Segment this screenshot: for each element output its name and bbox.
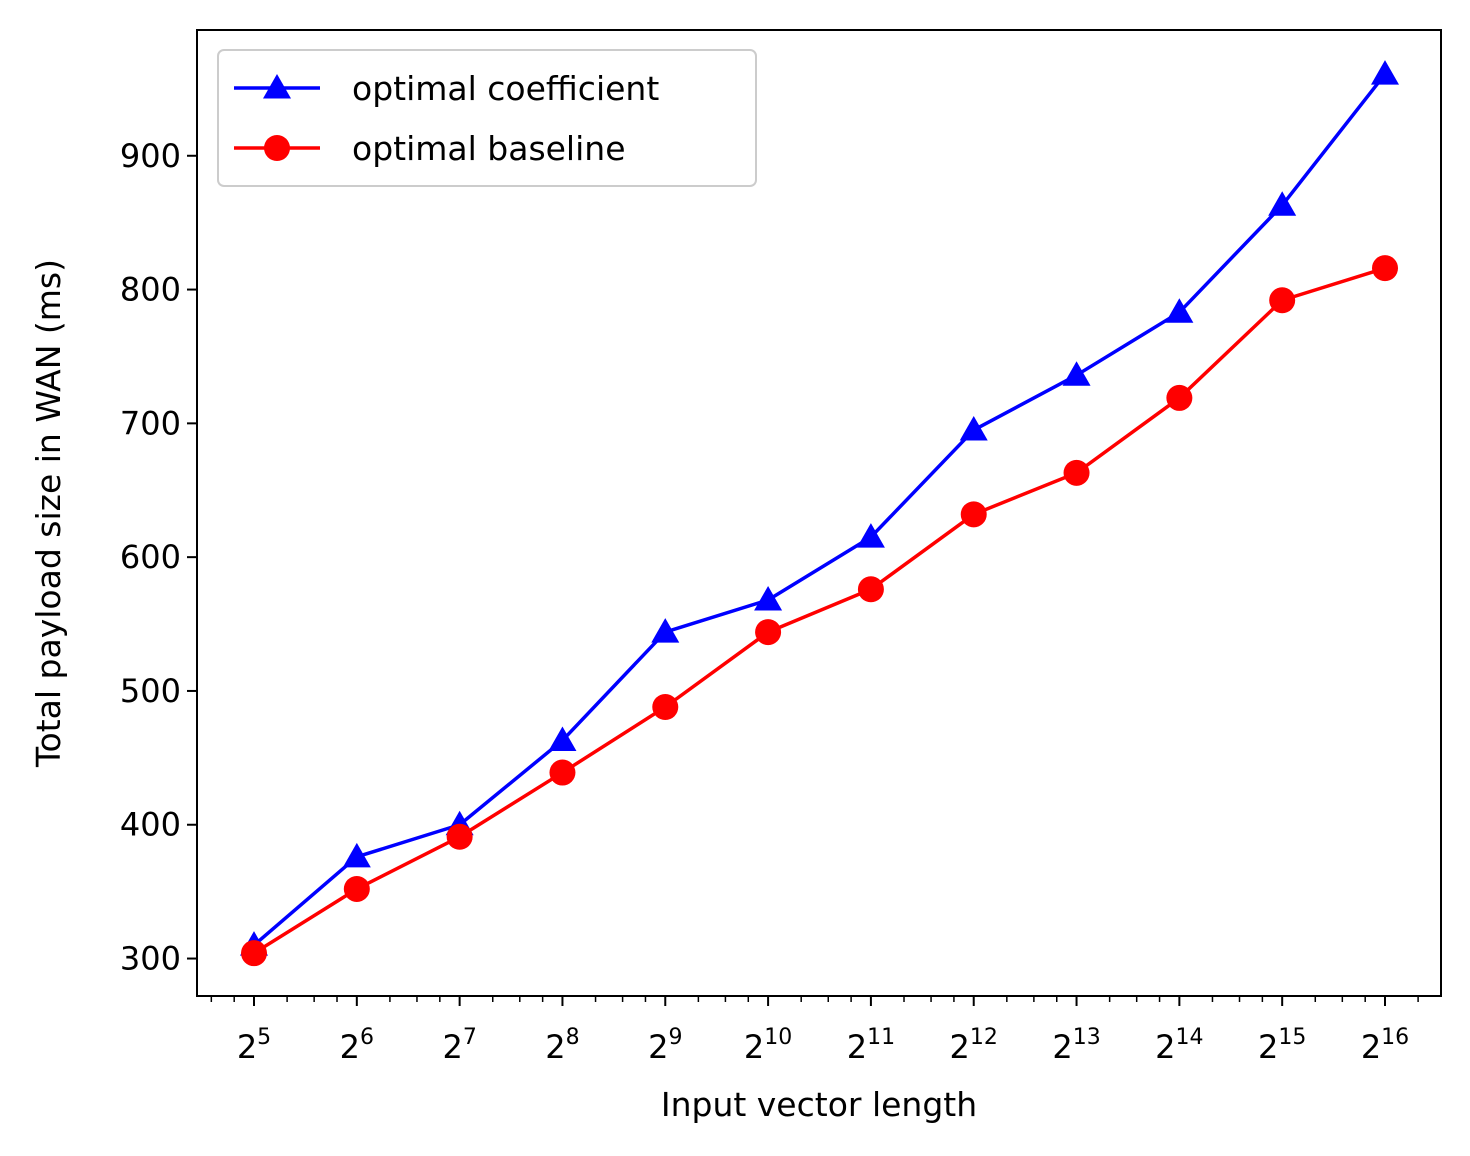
data-point	[342, 842, 371, 868]
x-tick-base: 2	[442, 1028, 462, 1066]
x-tick-base: 2	[744, 1028, 764, 1066]
series-1	[241, 255, 1398, 967]
series-layer	[240, 60, 1399, 967]
legend-label: optimal baseline	[352, 129, 626, 168]
data-point	[651, 618, 680, 643]
x-tick-exponent: 12	[970, 1025, 998, 1050]
data-point	[548, 726, 577, 751]
x-tick-label: 210	[744, 1025, 792, 1066]
legend: optimal coefficient optimal baseline	[217, 49, 757, 187]
series-0	[240, 60, 1399, 956]
x-tick-exponent: 14	[1176, 1025, 1204, 1050]
y-tick-label: 500	[120, 672, 181, 710]
data-point	[241, 940, 267, 967]
data-point	[959, 416, 988, 441]
x-tick-label: 216	[1361, 1025, 1409, 1066]
legend-item: optimal coefficient	[234, 69, 659, 108]
data-point	[754, 585, 783, 611]
data-point	[549, 759, 576, 786]
legend-box	[217, 49, 757, 187]
y-tick-label: 800	[120, 271, 181, 309]
x-tick-base: 2	[545, 1028, 565, 1066]
series-line	[253, 266, 1386, 955]
x-tick-base: 2	[340, 1028, 360, 1066]
x-axis-label: Input vector length	[661, 1085, 977, 1124]
x-tick-base: 2	[847, 1028, 867, 1066]
data-point	[1062, 361, 1091, 386]
x-tick-exponent: 11	[867, 1025, 895, 1050]
plot-frame	[196, 29, 1442, 997]
y-axis: 300 400 500 600 700 800 900	[120, 137, 197, 978]
x-tick-exponent: 10	[764, 1025, 792, 1050]
data-point	[446, 823, 473, 850]
x-tick-exponent: 7	[463, 1025, 477, 1050]
data-point	[652, 694, 679, 721]
data-point	[1166, 384, 1193, 411]
legend-label: optimal coefficient	[352, 69, 659, 108]
x-tick-label: 25	[237, 1025, 271, 1066]
x-tick-label: 214	[1155, 1025, 1203, 1066]
data-point	[1165, 298, 1194, 323]
x-tick-label: 27	[442, 1025, 476, 1066]
data-point	[1268, 191, 1297, 216]
x-tick-base: 2	[1052, 1028, 1072, 1066]
x-tick-exponent: 15	[1278, 1025, 1306, 1050]
x-tick-label: 212	[950, 1025, 998, 1066]
x-tick-exponent: 9	[668, 1025, 682, 1050]
data-point	[857, 576, 884, 603]
x-tick-label: 28	[545, 1025, 579, 1066]
x-tick-base: 2	[648, 1028, 668, 1066]
data-point	[1372, 255, 1398, 282]
legend-marker	[263, 74, 291, 99]
x-tick-exponent: 5	[257, 1025, 271, 1050]
data-point	[755, 619, 782, 646]
y-tick-label: 700	[120, 404, 181, 442]
data-point	[1063, 459, 1090, 486]
x-tick-base: 2	[1361, 1028, 1381, 1066]
x-axis: 25 26 27 28 29 210 211 212 213 214 215 216	[210, 996, 1419, 1066]
data-point	[1269, 287, 1296, 314]
y-tick-label: 900	[120, 137, 181, 175]
data-point	[343, 875, 370, 902]
x-tick-label: 215	[1258, 1025, 1306, 1066]
data-point	[960, 501, 987, 528]
x-tick-label: 29	[648, 1025, 682, 1066]
x-tick-exponent: 8	[566, 1025, 580, 1050]
x-tick-base: 2	[1258, 1028, 1278, 1066]
y-tick-label: 300	[120, 940, 181, 978]
y-axis-label: Total payload size in WAN (ms)	[29, 259, 68, 768]
legend-marker	[264, 135, 290, 161]
x-tick-exponent: 13	[1073, 1025, 1101, 1050]
x-tick-base: 2	[237, 1028, 257, 1066]
data-point	[856, 523, 885, 548]
x-tick-label: 26	[340, 1025, 374, 1066]
data-point	[1371, 60, 1399, 85]
x-tick-label: 211	[847, 1025, 895, 1066]
x-tick-exponent: 6	[360, 1025, 374, 1050]
x-tick-label: 213	[1052, 1025, 1100, 1066]
y-tick-label: 400	[120, 806, 181, 844]
x-tick-base: 2	[950, 1028, 970, 1066]
series-line	[252, 73, 1387, 947]
x-tick-exponent: 16	[1381, 1025, 1409, 1050]
y-tick-label: 600	[120, 538, 181, 576]
x-tick-base: 2	[1155, 1028, 1175, 1066]
legend-item: optimal baseline	[234, 129, 626, 168]
